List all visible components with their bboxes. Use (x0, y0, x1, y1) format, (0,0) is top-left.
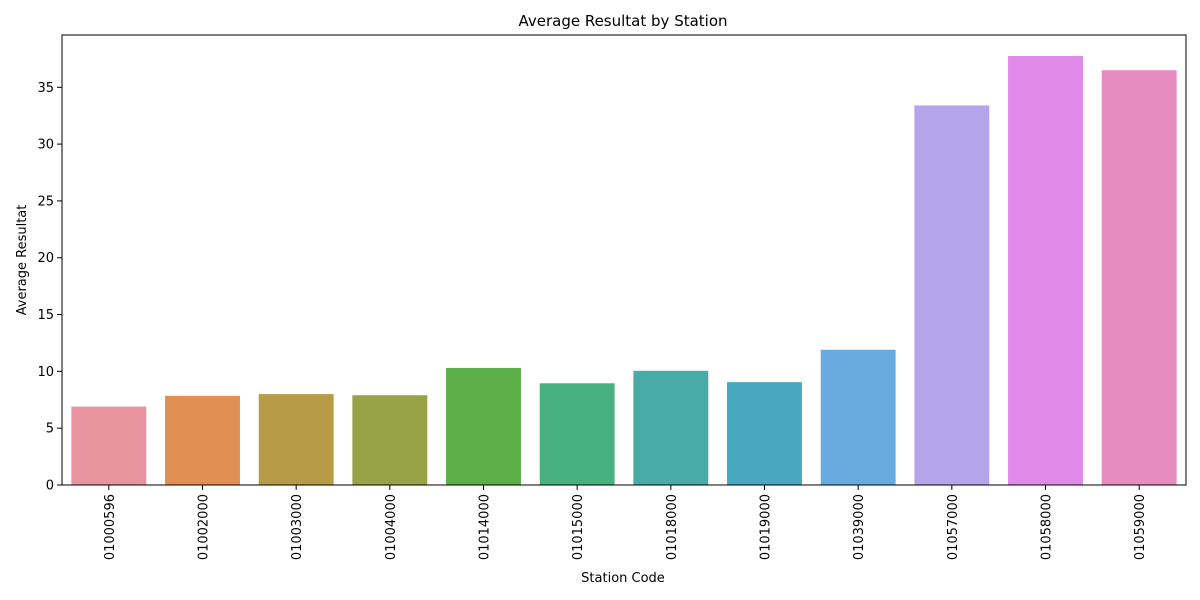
bar-01059000 (1101, 70, 1177, 486)
x-tick-label: 01000596 (103, 494, 118, 560)
bars-group (71, 56, 1177, 486)
y-tick-label: 35 (37, 81, 54, 96)
x-tick-label: 01059000 (1133, 494, 1148, 560)
bar-01015000 (539, 383, 615, 485)
chart-title: Average Resultat by Station (518, 12, 727, 30)
x-tick-label: 01057000 (946, 494, 961, 560)
x-tick-label: 01058000 (1040, 494, 1055, 560)
y-axis-title: Average Resultat (15, 205, 30, 316)
y-tick-label: 20 (37, 251, 54, 266)
y-tick-label: 0 (46, 479, 54, 494)
bar-01057000 (914, 105, 990, 486)
y-tick-label: 5 (46, 422, 54, 437)
bar-01039000 (820, 349, 896, 485)
y-axis-ticks: 0 5 10 15 20 25 30 35 (37, 81, 62, 494)
x-tick-label: 01019000 (759, 494, 774, 560)
y-tick-label: 10 (37, 365, 54, 380)
x-tick-label: 01015000 (571, 494, 586, 560)
bar-01019000 (727, 382, 802, 485)
x-axis-title: Station Code (581, 571, 665, 586)
y-tick-label: 25 (37, 194, 54, 209)
bar-01002000 (165, 395, 240, 485)
x-axis-ticks: 01000596 01002000 01003000 01004000 01014000… (103, 485, 1148, 560)
bar-01004000 (352, 395, 428, 485)
x-tick-label: 01003000 (290, 494, 305, 560)
x-tick-label: 01018000 (665, 494, 680, 560)
bar-01000596 (71, 406, 147, 485)
bar-01003000 (258, 394, 334, 485)
x-tick-label: 01039000 (852, 494, 867, 560)
bar-01058000 (1008, 56, 1083, 485)
bar-01018000 (633, 370, 709, 485)
x-tick-label: 01014000 (478, 494, 493, 560)
y-tick-label: 30 (37, 138, 54, 153)
x-tick-label: 01004000 (384, 494, 399, 560)
plot-frame (61, 34, 1187, 486)
y-tick-label: 15 (37, 308, 54, 323)
x-tick-label: 01002000 (197, 494, 212, 560)
bar-01014000 (446, 367, 521, 485)
